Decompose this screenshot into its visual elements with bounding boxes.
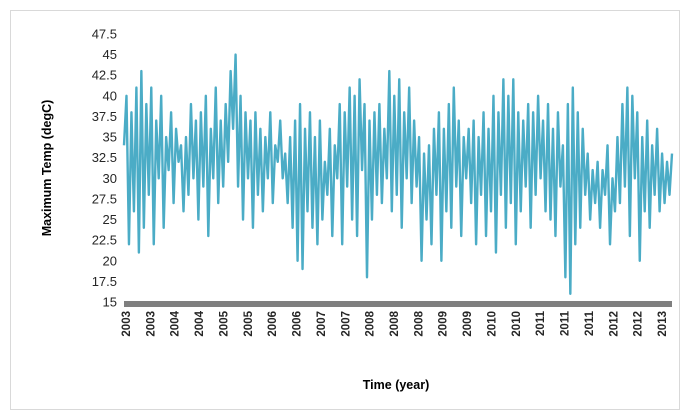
y-tick-label: 30 xyxy=(103,171,117,186)
x-tick-label: 2004 xyxy=(194,310,206,336)
x-axis-band xyxy=(124,301,672,307)
x-tick-label: 2012 xyxy=(633,311,645,337)
y-tick-label: 40 xyxy=(103,88,117,103)
y-axis-ticks: 15 17.5 20 22.5 25 27.5 30 32.5 35 37.5 40 42.5 45 47… xyxy=(92,27,117,310)
x-tick-label: 2011 xyxy=(584,310,596,336)
x-tick-label: 2011 xyxy=(535,310,547,336)
y-tick-label: 47.5 xyxy=(92,27,117,42)
series-line xyxy=(122,53,674,295)
y-tick-label: 17.5 xyxy=(92,274,117,289)
x-tick-label: 2009 xyxy=(438,311,450,337)
series-layer xyxy=(122,53,674,295)
y-tick-label: 35 xyxy=(103,130,117,145)
x-tick-label: 2006 xyxy=(267,311,279,337)
y-tick-label: 42.5 xyxy=(92,68,117,83)
y-tick-label: 20 xyxy=(103,253,117,268)
x-tick-label: 2012 xyxy=(608,311,620,337)
x-axis-title: Time (year) xyxy=(363,378,429,392)
x-tick-label: 2008 xyxy=(389,310,401,336)
y-axis-title: Maximum Temp (degC) xyxy=(40,100,54,237)
x-tick-label: 2007 xyxy=(340,311,352,337)
x-tick-label: 2008 xyxy=(365,310,377,336)
x-tick-label: 2010 xyxy=(511,311,523,337)
x-axis-ticks: 2003 2003 2004 2004 2005 2005 2006 2006 2007 2007… xyxy=(121,310,669,336)
x-tick-label: 2006 xyxy=(292,311,304,337)
x-tick-label: 2009 xyxy=(462,311,474,337)
x-tick-label: 2005 xyxy=(218,310,230,336)
y-tick-label: 32.5 xyxy=(92,150,117,165)
x-tick-label: 2013 xyxy=(657,311,669,337)
x-tick-label: 2005 xyxy=(243,310,255,336)
x-tick-label: 2011 xyxy=(560,310,572,336)
y-tick-label: 25 xyxy=(103,212,117,227)
y-tick-label: 15 xyxy=(103,295,117,310)
y-tick-label: 27.5 xyxy=(92,191,117,206)
y-tick-label: 22.5 xyxy=(92,233,117,248)
x-tick-label: 2004 xyxy=(170,310,182,336)
x-tick-label: 2008 xyxy=(413,310,425,336)
x-tick-label: 2010 xyxy=(486,311,498,337)
y-tick-label: 45 xyxy=(103,47,117,62)
x-tick-label: 2003 xyxy=(145,311,157,337)
x-tick-label: 2007 xyxy=(316,311,328,337)
x-tick-label: 2003 xyxy=(121,311,133,337)
y-tick-label: 37.5 xyxy=(92,109,117,124)
